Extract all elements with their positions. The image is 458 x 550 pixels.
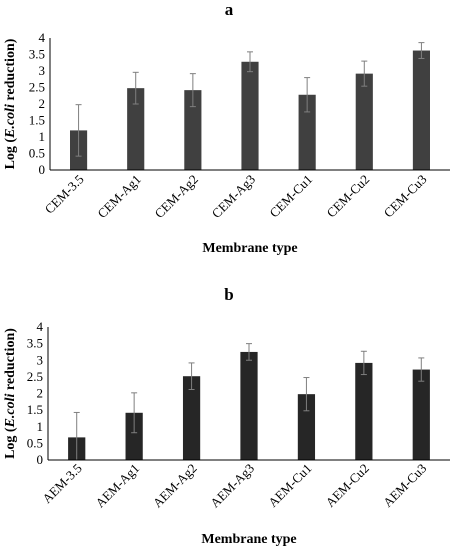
x-tick-label: AEM-Ag1 [92,461,142,511]
x-tick-label: AEM-Cu2 [323,461,372,510]
x-tick-label: CEM-Ag2 [152,172,201,221]
x-tick-label: AEM-Cu1 [265,461,314,510]
x-tick-label: CEM-Ag1 [94,172,143,221]
x-axis-title: Membrane type [201,532,296,547]
y-axis-title-prefix: Log ( [3,138,18,170]
y-axis-title-prefix: Log ( [3,427,18,459]
y-tick-label: 4 [39,30,46,45]
y-tick-label: 0.5 [27,435,43,450]
y-tick-label: 2 [37,386,44,401]
x-tick-label: AEM-Ag2 [150,461,200,511]
y-tick-label: 1.5 [29,113,45,128]
y-tick-label: 0 [37,452,44,467]
y-tick-label: 3.5 [29,47,45,62]
bar [298,94,316,170]
bar [241,61,259,171]
bar [182,376,201,460]
y-tick-label: 1 [39,129,46,144]
bar [355,362,373,460]
bar [240,351,258,460]
y-tick-label: 2 [39,96,46,111]
bar [412,369,430,460]
y-tick-label: 2.5 [29,80,45,95]
y-axis-title-italic: E.coli [3,393,18,428]
panel-label-b: b [224,285,234,304]
y-axis-title: Log (E.coli reduction) [3,38,18,169]
y-tick-label: 4 [37,319,44,334]
x-tick-label: AEM-Ag3 [207,461,257,511]
y-tick-label: 0.5 [29,146,45,161]
bar [184,90,202,170]
y-tick-label: 1.5 [27,402,43,417]
y-tick-label: 1 [37,419,44,434]
x-axis-title: Membrane type [202,241,297,256]
y-tick-label: 2.5 [27,369,43,384]
chart-panel-a: a 0 0.5 1 1.5 2 2.5 3 3.5 4 CEM-3.5 CEM-Ag1 CEM-Ag2… [0,0,458,270]
bar [412,50,430,170]
bar [125,412,143,460]
y-tick-label: 3 [39,63,46,78]
x-tick-label: AEM-Cu3 [380,461,429,510]
x-tick-label: CEM-Cu2 [323,172,372,221]
bar [355,73,373,170]
x-tick-label: CEM-Cu1 [266,172,315,221]
y-axis-title-italic: E.coli [3,104,18,139]
y-axis-title-suffix: reduction) [3,38,18,104]
panel-label-a: a [224,0,234,19]
x-tick-label: CEM-3.5 [42,172,87,217]
x-tick-label: CEM-Ag3 [209,172,258,221]
y-axis-title: Log (E.coli reduction) [3,328,18,459]
x-tick-label: CEM-Cu3 [381,172,430,221]
y-tick-label: 0 [39,162,46,177]
y-tick-label: 3 [37,352,44,367]
y-tick-label: 3.5 [27,336,43,351]
y-axis-title-suffix: reduction) [3,328,18,394]
x-tick-label: AEM-3.5 [39,461,85,507]
bar [297,394,316,460]
chart-panel-b: b 0 0.5 1 1.5 2 2.5 3 3.5 4 AEM-3.5 AEM-Ag1 AEM-Ag2… [0,285,458,550]
bar [127,88,145,170]
